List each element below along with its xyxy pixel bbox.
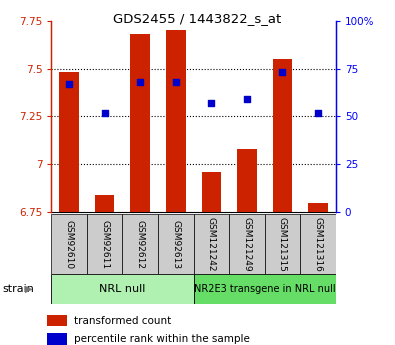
Text: GSM121316: GSM121316 [314,217,322,272]
Bar [51,274,194,304]
Text: GSM121249: GSM121249 [243,217,251,272]
Bar [47,315,66,326]
Text: GSM121242: GSM121242 [207,217,216,271]
Bar [229,214,265,274]
Bar [47,333,66,345]
Point [66,81,72,87]
Bar [194,214,229,274]
Bar [158,214,194,274]
Point [279,70,286,75]
Point [137,79,143,85]
Point [173,79,179,85]
Text: GDS2455 / 1443822_s_at: GDS2455 / 1443822_s_at [113,12,282,25]
Point [244,97,250,102]
Point [102,110,108,115]
Text: NRL null: NRL null [99,284,146,294]
Bar [87,214,122,274]
Text: GSM121315: GSM121315 [278,217,287,272]
Text: NR2E3 transgene in NRL null: NR2E3 transgene in NRL null [194,284,335,294]
Bar [194,274,336,304]
Text: GSM92611: GSM92611 [100,219,109,269]
Bar [95,195,115,212]
Text: strain: strain [2,284,34,294]
Point [315,110,321,115]
Text: GSM92612: GSM92612 [136,219,145,269]
Bar [130,34,150,212]
Bar [237,149,257,212]
Bar [51,214,87,274]
Bar [308,203,328,212]
Bar [273,59,292,212]
Bar [265,214,300,274]
Text: percentile rank within the sample: percentile rank within the sample [74,334,250,344]
Point [208,100,214,106]
Bar [59,72,79,212]
Text: ▶: ▶ [25,284,32,294]
Text: transformed count: transformed count [74,316,171,326]
Text: GSM92610: GSM92610 [65,219,73,269]
Text: GSM92613: GSM92613 [171,219,180,269]
Bar [122,214,158,274]
Bar [201,172,221,212]
Bar [300,214,336,274]
Bar [166,30,186,212]
